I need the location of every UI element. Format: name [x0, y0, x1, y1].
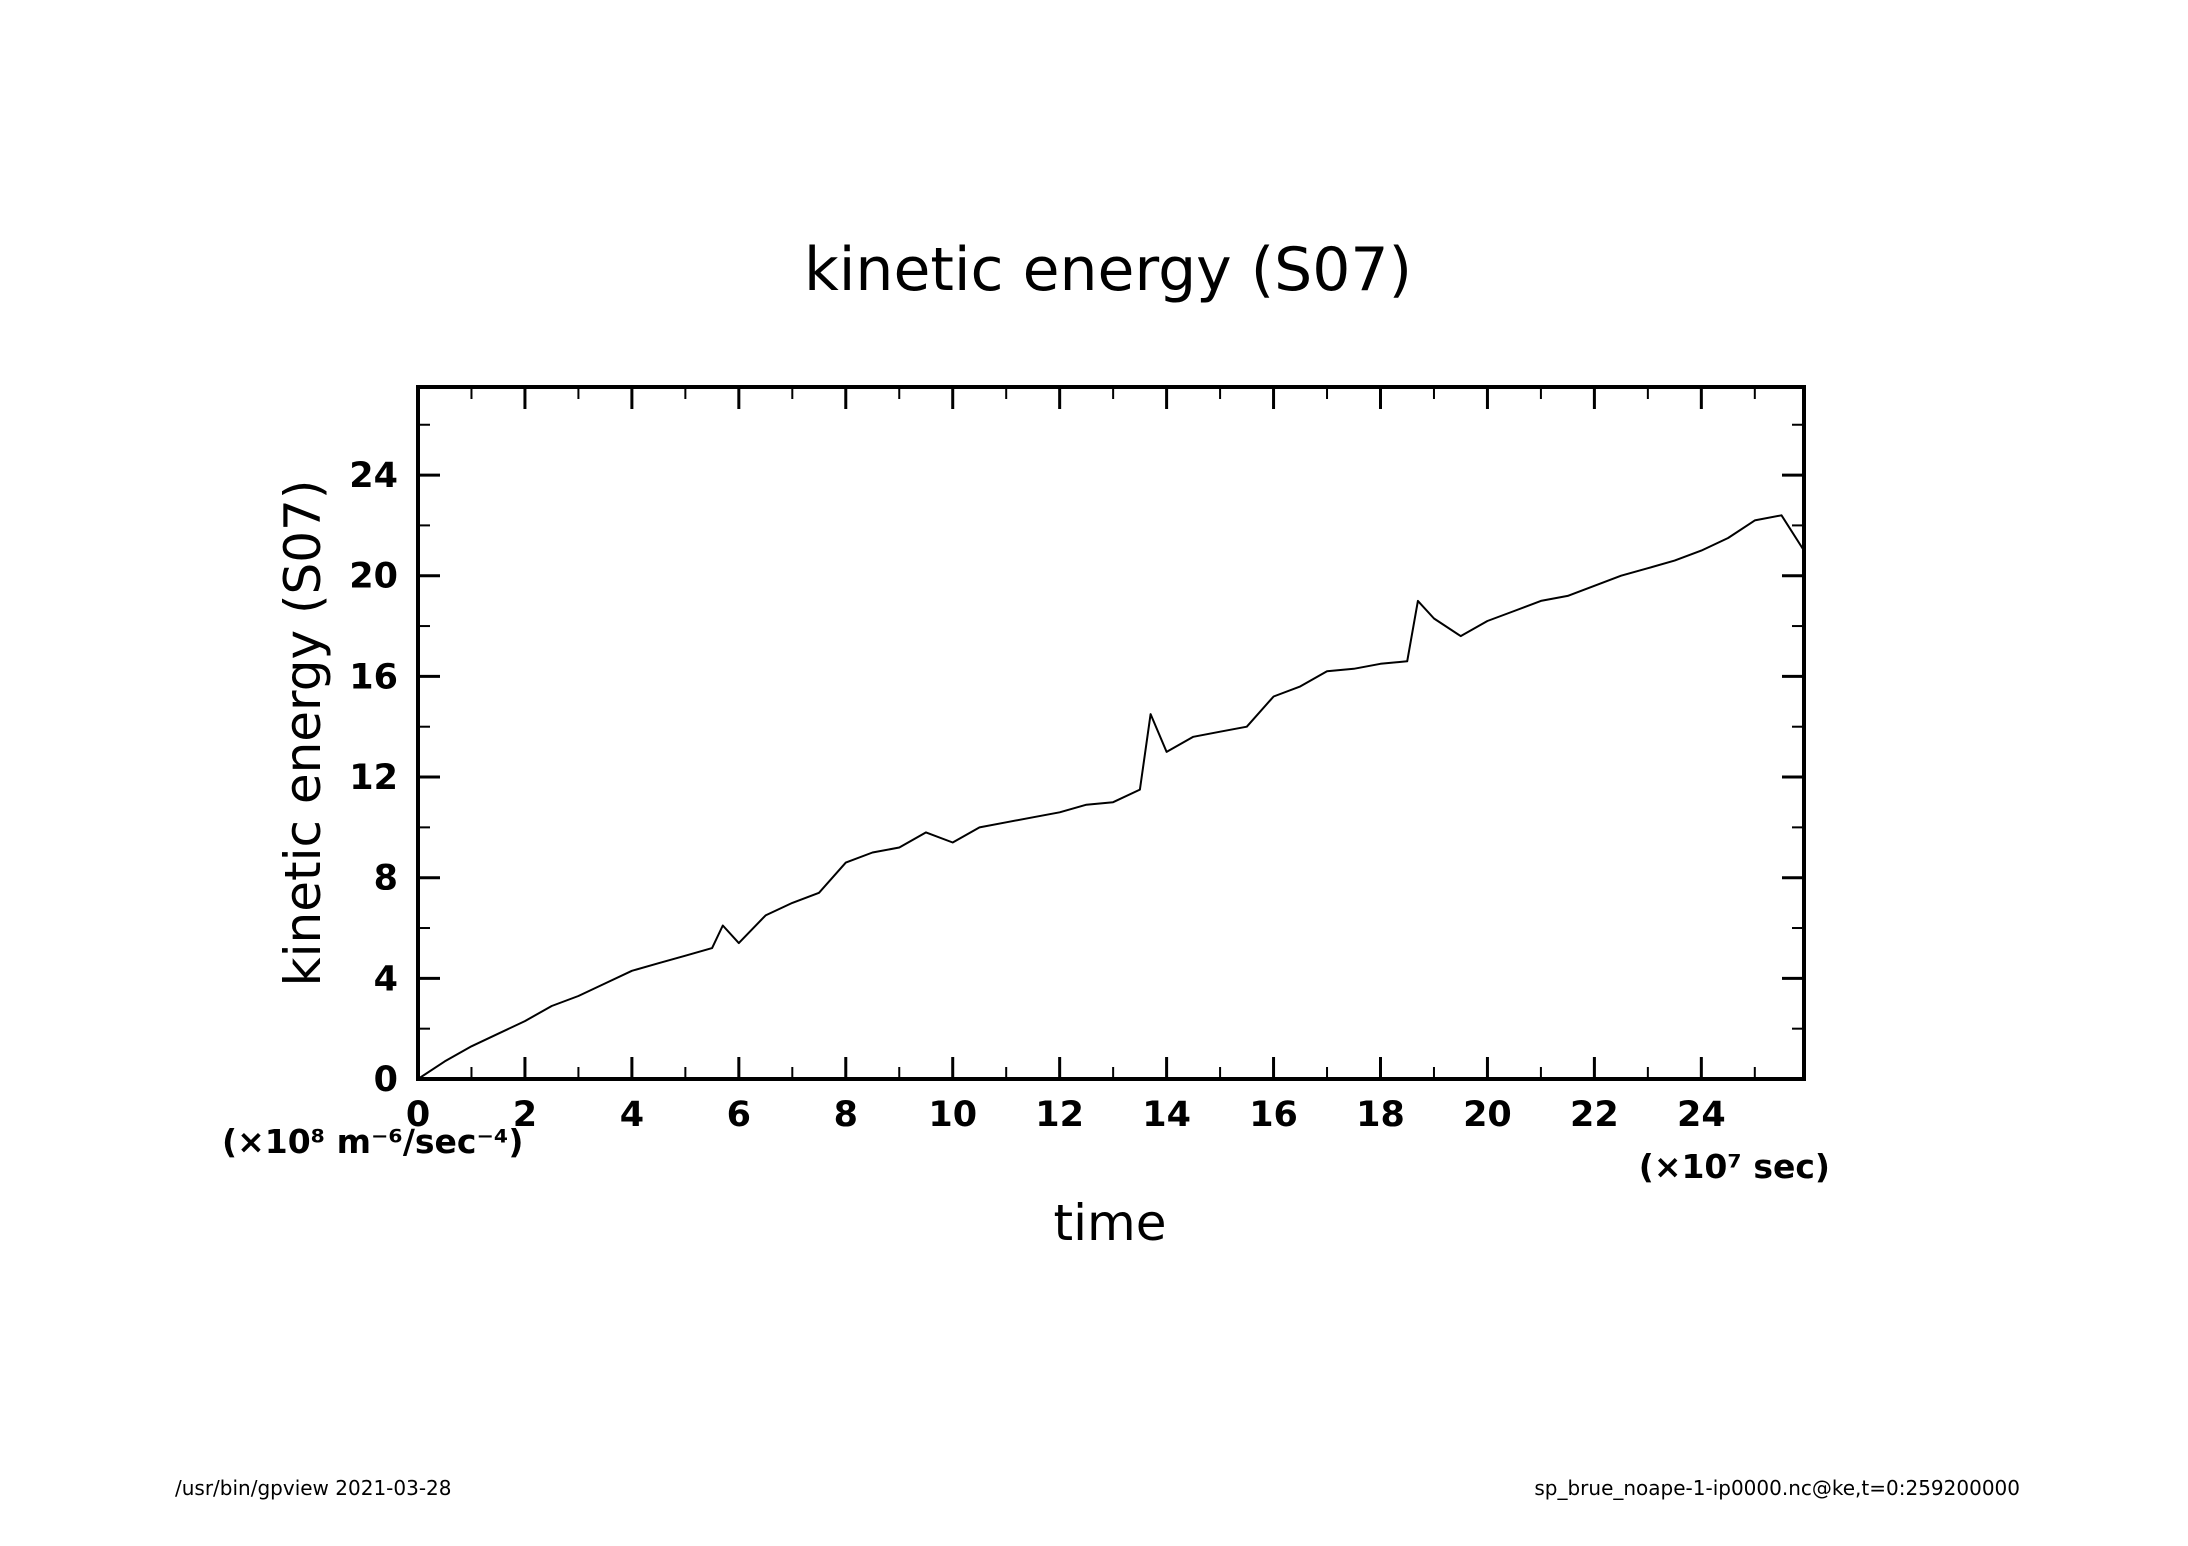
series-line-0 [417, 514, 1805, 1080]
plot-frame [416, 385, 1806, 1081]
x-tick-label: 22 [1570, 1095, 1619, 1135]
x-tick-label: 8 [834, 1095, 858, 1135]
x-tick-label: 4 [620, 1095, 644, 1135]
x-tick-label: 20 [1463, 1095, 1512, 1135]
x-tick-label: 16 [1249, 1095, 1298, 1135]
footer-right: sp_brue_noape-1-ip0000.nc@ke,t=0:2592000… [1534, 1476, 2020, 1500]
x-tick-label: 14 [1142, 1095, 1191, 1135]
y-axis-label: kinetic energy (S07) [274, 480, 332, 987]
series-layer [417, 514, 1805, 1080]
x-tick-label: 18 [1356, 1095, 1405, 1135]
y-tick-label: 12 [349, 758, 398, 798]
footer-left: /usr/bin/gpview 2021-03-28 [175, 1476, 452, 1500]
x-tick-label: 2 [513, 1095, 537, 1135]
x-tick-label: 24 [1677, 1095, 1726, 1135]
x-unit-label: (×10⁷ sec) [1639, 1147, 1830, 1186]
y-tick-label: 8 [374, 859, 398, 899]
y-tick-label: 24 [349, 456, 398, 496]
x-tick-label: 12 [1035, 1095, 1084, 1135]
x-tick-label: 0 [406, 1095, 430, 1135]
x-tick-label: 6 [727, 1095, 751, 1135]
x-tick-label: 10 [928, 1095, 977, 1135]
x-axis-label: time [1054, 1194, 1167, 1252]
y-tick-label: 16 [349, 657, 398, 697]
chart-title: kinetic energy (S07) [804, 235, 1412, 305]
y-tick-label: 0 [374, 1060, 398, 1100]
y-tick-label: 20 [349, 557, 398, 597]
y-unit-label: (×10⁸ m⁻⁶/sec⁻⁴) [222, 1122, 523, 1161]
y-tick-label: 4 [374, 959, 398, 999]
